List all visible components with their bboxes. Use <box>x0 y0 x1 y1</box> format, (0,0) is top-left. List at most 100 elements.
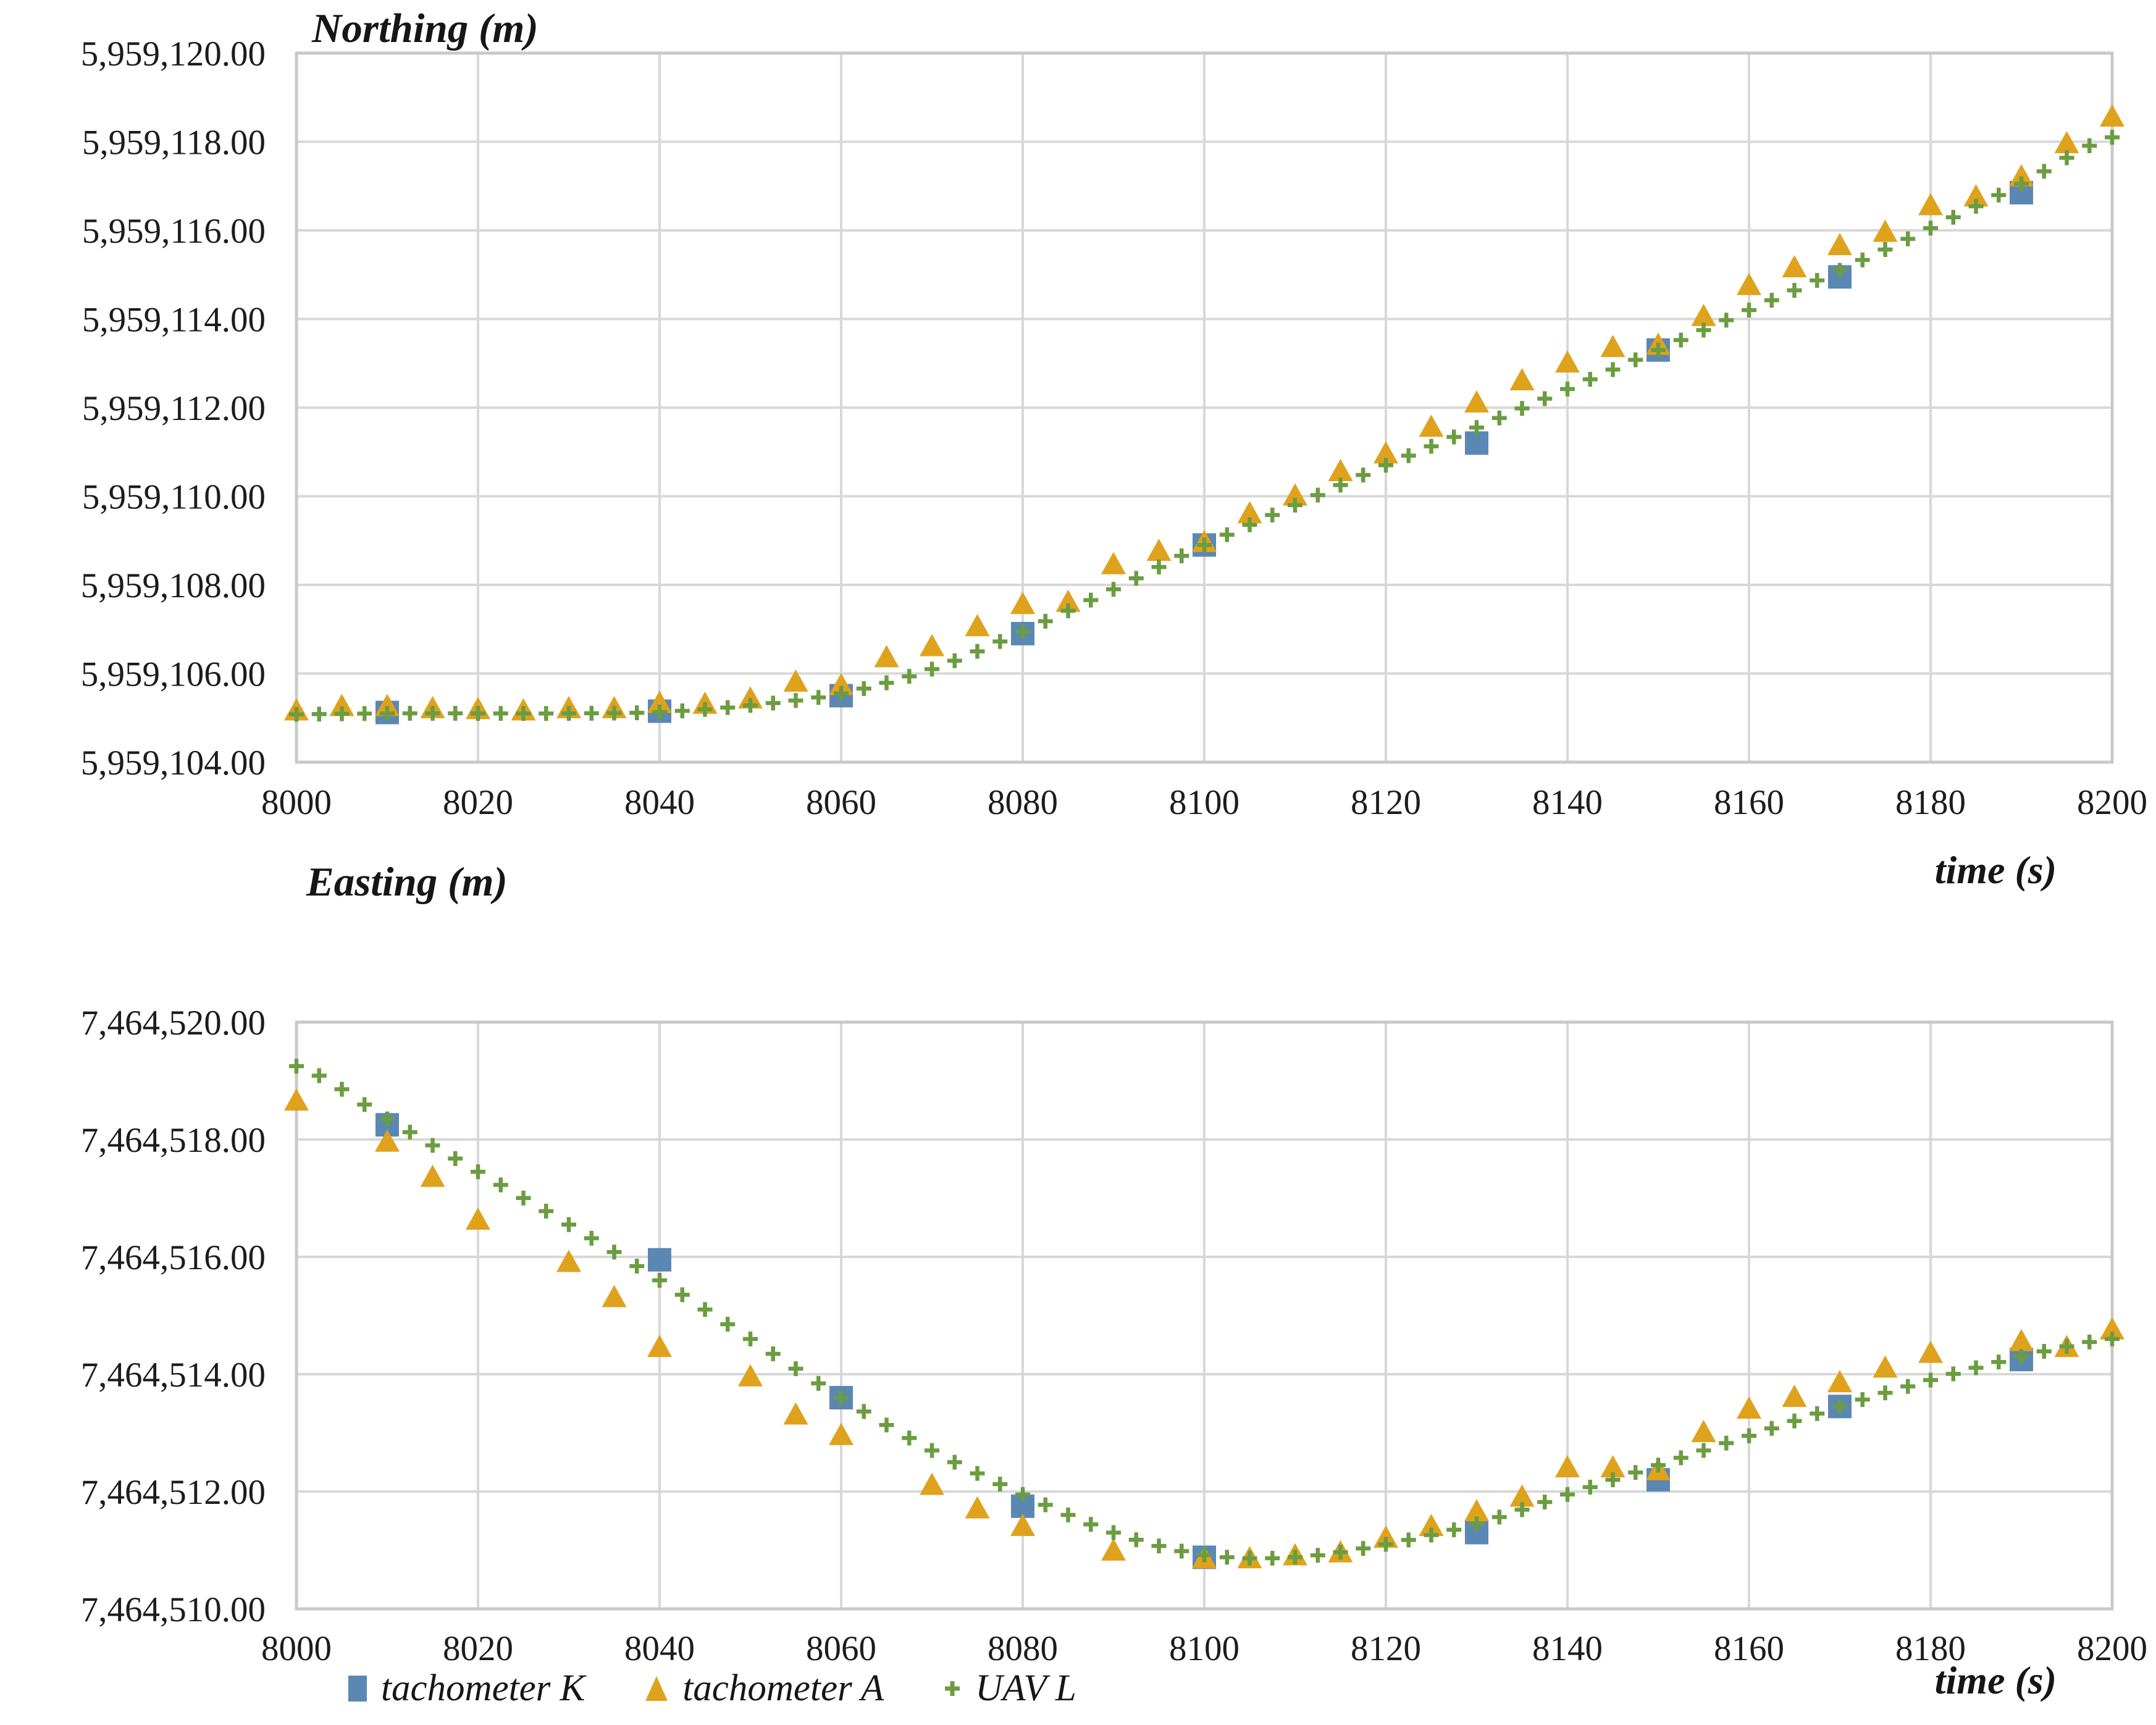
tachometer-a-marker <box>1283 483 1307 506</box>
tachometer-a-marker <box>1600 335 1625 358</box>
uav-l-marker <box>1401 448 1416 463</box>
uav-l-marker <box>425 1138 440 1153</box>
uav-l-marker <box>1628 352 1643 367</box>
tachometer-a-marker <box>1737 272 1761 295</box>
tachometer-a-marker <box>1010 1514 1035 1536</box>
x-axis-tick-label: 8020 <box>443 783 513 822</box>
uav-l-marker <box>1651 342 1666 358</box>
uav-l-marker <box>1855 252 1870 267</box>
uav-l-marker <box>357 1097 372 1112</box>
y-axis-tick-label: 7,464,516.00 <box>81 1238 266 1277</box>
uav-l-marker <box>743 698 758 713</box>
uav-l-marker <box>902 669 917 684</box>
tachometer-a-marker <box>1146 539 1172 561</box>
uav-l-marker <box>1310 1548 1325 1563</box>
tachometer-a-marker <box>1918 193 1943 216</box>
plot-border <box>295 51 2114 764</box>
uav-l-marker <box>1265 1550 1280 1566</box>
tachometer-a-marker <box>466 1207 490 1230</box>
uav-l-marker <box>1673 1450 1688 1466</box>
uav-l-marker <box>561 706 576 721</box>
y-axis-tick-label: 5,959,104.00 <box>81 744 266 783</box>
tachometer-a-marker <box>1827 1370 1852 1393</box>
uav-l-marker <box>1742 1428 1756 1443</box>
tachometer-a-marker <box>783 669 808 692</box>
y-axis-tick-label: 7,464,514.00 <box>81 1356 266 1395</box>
tachometer-a-marker <box>1464 390 1489 413</box>
uav-l-marker <box>674 703 690 719</box>
tachometer-a-marker <box>1374 1526 1398 1548</box>
uav-l-marker <box>1514 401 1530 416</box>
tachometer-a-marker <box>2054 131 2079 154</box>
uav-l-marker <box>1719 1435 1734 1451</box>
tachometer-a-marker <box>647 1335 672 1358</box>
legend-label: tachometer K <box>381 1668 585 1709</box>
uav-l-marker <box>811 690 826 705</box>
uav-l-marker <box>2036 1344 2052 1359</box>
tachometer-a-marker <box>1509 367 1535 390</box>
uav-l-marker <box>516 706 531 721</box>
uav-l-marker <box>856 681 871 696</box>
uav-l-marker <box>493 1177 508 1193</box>
uav-l-marker <box>1446 429 1462 445</box>
x-axis-tick-label: 8040 <box>624 1629 695 1668</box>
tachometer-a-marker <box>1555 350 1580 373</box>
uav-l-marker <box>1991 187 2007 203</box>
tachometer-a-marker <box>1509 1484 1535 1507</box>
uav-l-marker <box>2014 176 2029 191</box>
uav-l-marker <box>856 1404 871 1419</box>
uav-l-marker <box>357 706 372 721</box>
uav-l-marker <box>788 693 803 708</box>
legend: tachometer K tachometer A UAV L <box>348 1660 1136 1717</box>
tachometer-a-marker <box>1873 1355 1898 1378</box>
y-axis-tick-label: 7,464,518.00 <box>81 1121 266 1160</box>
uav-l-marker <box>2059 1338 2074 1354</box>
uav-l-marker <box>992 1476 1008 1492</box>
uav-l-marker <box>311 707 327 722</box>
uav-l-marker <box>879 1417 894 1433</box>
x-axis-tick-label: 8100 <box>1169 1629 1239 1668</box>
uav-l-marker <box>1923 220 1938 236</box>
uav-l-marker <box>1923 1372 1938 1388</box>
uav-l-marker <box>2105 1332 2120 1346</box>
uav-l-marker <box>1469 420 1484 435</box>
uav-l-marker <box>1764 293 1779 308</box>
uav-l-plus-icon <box>943 1679 962 1698</box>
easting-x-axis-label: time (s) <box>1934 1658 2057 1702</box>
uav-l-marker <box>811 1375 826 1391</box>
uav-l-marker <box>289 707 304 722</box>
y-axis-tick-label: 7,464,510.00 <box>81 1590 266 1629</box>
uav-l-marker <box>1968 1360 1984 1375</box>
uav-l-marker <box>834 686 849 701</box>
uav-l-marker <box>1060 1507 1076 1522</box>
uav-l-marker <box>606 1244 622 1260</box>
uav-l-marker <box>584 1230 599 1246</box>
tachometer-a-marker <box>1464 1499 1489 1522</box>
uav-l-marker <box>1288 497 1302 513</box>
uav-l-marker <box>1877 1385 1893 1401</box>
x-axis-tick-label: 8180 <box>1895 783 1966 822</box>
plot-border <box>295 1020 2114 1611</box>
tachometer-a-marker <box>375 694 400 716</box>
uav-l-marker <box>629 1258 645 1274</box>
tachometer-a-marker <box>329 694 354 716</box>
tachometer-a-marker <box>1055 589 1081 612</box>
uav-l-marker <box>697 702 713 717</box>
uav-l-marker <box>1582 1479 1598 1495</box>
uav-l-marker <box>289 1059 304 1074</box>
tachometer-a-marker <box>2009 1328 2034 1351</box>
uav-l-marker <box>947 653 962 668</box>
uav-l-marker <box>1242 1551 1257 1566</box>
x-axis-tick-label: 8060 <box>806 783 876 822</box>
uav-l-marker <box>1628 1465 1643 1480</box>
uav-l-marker <box>1491 410 1507 426</box>
uav-l-marker <box>652 1273 667 1288</box>
uav-l-marker <box>1605 362 1621 377</box>
legend-item-tachometer-a: tachometer A <box>644 1667 884 1710</box>
x-axis-tick-label: 8180 <box>1895 1629 1966 1668</box>
uav-l-marker <box>380 1111 395 1127</box>
uav-l-marker <box>1742 303 1756 318</box>
uav-l-marker <box>1265 507 1280 523</box>
uav-l-marker <box>1083 1517 1099 1532</box>
